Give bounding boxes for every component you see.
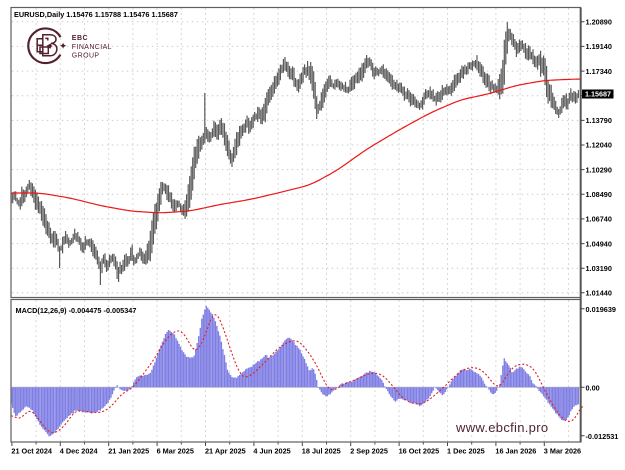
svg-text:1.04940: 1.04940: [586, 239, 612, 248]
svg-text:21 Apr 2025: 21 Apr 2025: [205, 447, 246, 456]
svg-text:0.00: 0.00: [586, 383, 600, 392]
svg-text:1.15687: 1.15687: [585, 90, 611, 99]
svg-text:FINANCIAL: FINANCIAL: [72, 44, 112, 51]
svg-text:EURUSD,Daily 1.15476 1.15788: EURUSD,Daily 1.15476 1.15788 1.15476 1.1…: [14, 10, 178, 19]
svg-text:-0.012531: -0.012531: [586, 432, 619, 441]
svg-text:EBC: EBC: [72, 35, 88, 42]
svg-text:18 Jul 2025: 18 Jul 2025: [302, 447, 341, 456]
svg-text:6 Mar 2025: 6 Mar 2025: [157, 447, 194, 456]
svg-text:1.13790: 1.13790: [586, 116, 612, 125]
svg-text:16 Jan 2026: 16 Jan 2026: [495, 447, 536, 456]
svg-text:3 Mar 2026: 3 Mar 2026: [544, 447, 581, 456]
svg-text:1.03190: 1.03190: [586, 264, 612, 273]
svg-text:1.19140: 1.19140: [586, 42, 612, 51]
svg-text:21 Oct 2024: 21 Oct 2024: [11, 447, 53, 456]
svg-text:16 Oct 2025: 16 Oct 2025: [399, 447, 440, 456]
svg-text:1.06740: 1.06740: [586, 215, 612, 224]
svg-text:21 Jan 2025: 21 Jan 2025: [108, 447, 149, 456]
svg-text:2 Sep 2025: 2 Sep 2025: [350, 447, 388, 456]
svg-text:0.019639: 0.019639: [586, 305, 616, 314]
svg-text:1 Dec 2025: 1 Dec 2025: [447, 447, 485, 456]
svg-text:GROUP: GROUP: [72, 53, 100, 60]
svg-text:1.17340: 1.17340: [586, 67, 612, 76]
svg-text:4 Dec 2024: 4 Dec 2024: [60, 447, 99, 456]
svg-text:4 Jun 2025: 4 Jun 2025: [253, 447, 290, 456]
svg-text:1.10290: 1.10290: [586, 165, 612, 174]
svg-text:1.20890: 1.20890: [586, 18, 612, 27]
svg-text:1.08490: 1.08490: [586, 190, 612, 199]
svg-text:1.01440: 1.01440: [586, 289, 612, 298]
svg-text:www.ebcfin.pro: www.ebcfin.pro: [455, 420, 548, 435]
svg-text:1.12040: 1.12040: [586, 141, 612, 150]
svg-text:MACD(12,26,9) -0.004475 -0.005: MACD(12,26,9) -0.004475 -0.005347: [16, 306, 137, 315]
